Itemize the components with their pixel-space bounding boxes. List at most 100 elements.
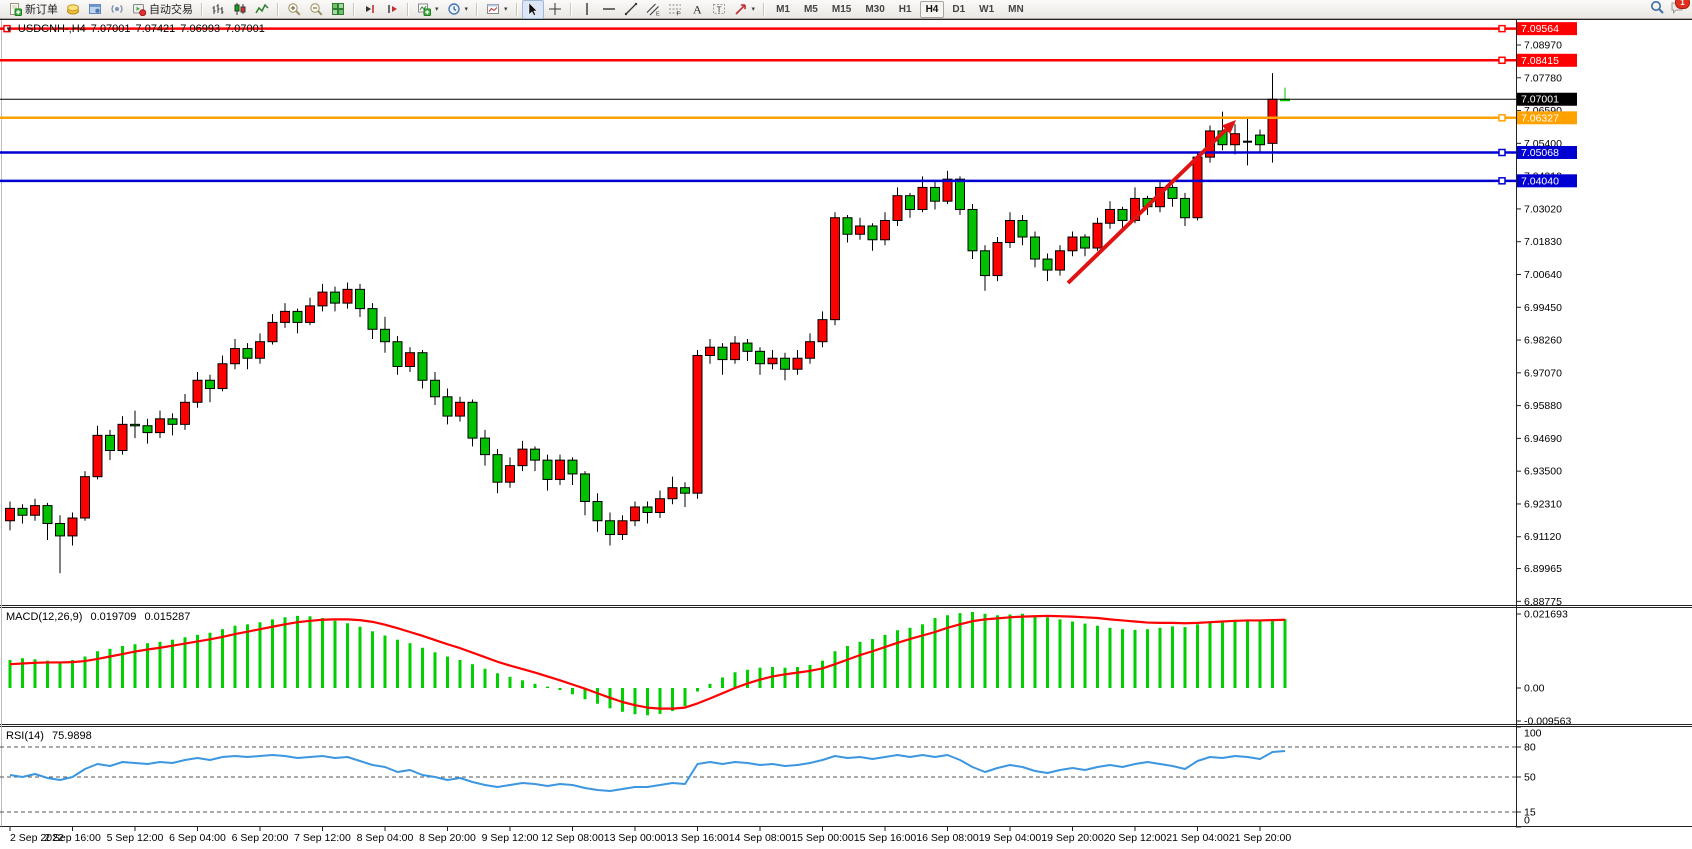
candle-body: [1042, 258, 1053, 271]
candle-body: [492, 454, 503, 483]
timeframe-h1[interactable]: H1: [898, 3, 912, 15]
broadcast-button[interactable]: [106, 0, 128, 19]
cursor-icon: [526, 2, 540, 16]
crosshair-icon: [548, 2, 562, 16]
indicators-button[interactable]: ▾: [413, 0, 443, 19]
toolbar-separator: [353, 2, 355, 16]
time-tick-label: 8 Sep 04:00: [357, 832, 414, 844]
macd-signal-value: 0.015287: [144, 611, 191, 623]
new-order-button[interactable]: 新订单: [4, 0, 62, 19]
tile-windows-button[interactable]: [327, 0, 349, 19]
macd-indicator-label: MACD(12,26,9) 0.019709 0.015287: [6, 611, 195, 623]
price-level-badge-text: 7.05068: [1521, 147, 1559, 159]
line-handle[interactable]: [1498, 114, 1506, 122]
candlestick-chart-button[interactable]: [229, 0, 251, 19]
time-tick-label: 21 Sep 04:00: [1166, 832, 1229, 844]
candle-body: [505, 465, 515, 483]
price-tick-label: 6.92310: [1524, 498, 1562, 510]
timeframe-m5[interactable]: M5: [803, 3, 818, 15]
toolbar-separator: [277, 2, 279, 16]
time-tick-label: 9 Sep 12:00: [482, 832, 539, 844]
notifications-button[interactable]: 1: [1670, 0, 1690, 19]
line-handle[interactable]: [1498, 56, 1506, 65]
timeframe-m15[interactable]: M15: [831, 3, 852, 15]
trendline-button[interactable]: [620, 0, 642, 19]
equidistant-channel-button[interactable]: E: [642, 0, 664, 19]
chart-gold-button[interactable]: [62, 0, 84, 19]
price-tick-label: 6.89965: [1524, 563, 1562, 575]
crosshair-button[interactable]: [544, 0, 566, 19]
candle-body: [530, 448, 540, 461]
candle-body: [230, 348, 240, 365]
candle-body: [1192, 156, 1203, 219]
timeframe-h4[interactable]: H4: [919, 0, 945, 18]
rsi-line: [9, 750, 1286, 792]
time-tick-label: 6 Sep 20:00: [232, 832, 289, 844]
candle-body: [580, 473, 590, 502]
toolbar-separator: [201, 2, 203, 16]
time-tick-label: 2 Sep 2022: [10, 832, 64, 844]
candle-body: [567, 459, 578, 475]
candle-body: [1030, 236, 1040, 260]
arrows-button[interactable]: ▾: [730, 0, 760, 19]
fibonacci-button[interactable]: F: [664, 0, 686, 19]
chart-open-value: 7.07001: [90, 23, 131, 35]
scroll-to-end-button[interactable]: [359, 0, 381, 19]
price-level-badge: [1517, 22, 1577, 36]
timeframe-m30[interactable]: M30: [865, 3, 885, 15]
candle-body: [642, 506, 653, 513]
chevron-down-icon[interactable]: ▾: [435, 6, 439, 13]
chart-low-value: 7.06993: [180, 23, 221, 35]
candle-body: [967, 208, 978, 252]
text-button[interactable]: A: [686, 0, 708, 19]
autotrading-button-label: 自动交易: [149, 4, 193, 16]
price-level-badge-text: 7.08415: [1521, 55, 1559, 67]
candle-body: [1055, 250, 1065, 271]
timeframe-m1[interactable]: M1: [776, 3, 790, 15]
candle-body: [455, 401, 465, 417]
equidistant-channel-icon: E: [646, 2, 660, 16]
trend-arrow[interactable]: [1066, 120, 1236, 285]
profiles-button[interactable]: [84, 0, 106, 19]
horizontal-line-icon: [602, 2, 616, 16]
candle-body: [417, 352, 428, 381]
line-handle[interactable]: [3, 24, 11, 33]
line-handle[interactable]: [1498, 24, 1506, 33]
zoom-in-button[interactable]: [283, 0, 305, 19]
vertical-line-button[interactable]: [576, 0, 598, 19]
toolbar-separator: [569, 2, 572, 16]
candle-body: [1017, 219, 1028, 238]
time-tick-label: 15 Sep 16:00: [854, 832, 917, 844]
zoom-out-button[interactable]: [305, 0, 327, 19]
line-chart-button[interactable]: [251, 0, 273, 19]
chevron-down-icon[interactable]: ▾: [751, 6, 756, 13]
periods-button[interactable]: ▾: [443, 0, 473, 19]
line-handle[interactable]: [1498, 177, 1506, 185]
cursor-button[interactable]: [521, 0, 544, 19]
timeframe-mn[interactable]: MN: [1008, 3, 1024, 15]
bar-chart-icon: [211, 2, 225, 16]
candle-body: [392, 341, 403, 367]
broadcast-icon: [110, 2, 124, 16]
line-handle[interactable]: [1498, 148, 1506, 157]
svg-text:A: A: [693, 3, 702, 17]
timeframe-d1[interactable]: D1: [952, 3, 966, 15]
candle-body: [630, 506, 640, 522]
horizontal-line-button[interactable]: [598, 0, 620, 19]
candle-body: [617, 520, 628, 536]
templates-button[interactable]: ▾: [482, 0, 512, 19]
search-button[interactable]: [1650, 0, 1664, 19]
candle-body: [730, 342, 740, 361]
chevron-down-icon[interactable]: ▾: [504, 6, 508, 13]
profiles-icon: [88, 2, 102, 16]
chart-title-toggle-icon[interactable]: ▼: [5, 24, 13, 34]
price-level-lines: [0, 24, 1516, 185]
chevron-down-icon[interactable]: ▾: [464, 6, 469, 13]
text-label-button[interactable]: T: [708, 0, 730, 19]
chart-shift-button[interactable]: [381, 0, 403, 19]
bar-chart-button[interactable]: [207, 0, 229, 19]
timeframe-w1[interactable]: W1: [979, 3, 995, 15]
autotrading-button[interactable]: 自动交易: [128, 0, 197, 19]
candle-body: [55, 523, 65, 537]
